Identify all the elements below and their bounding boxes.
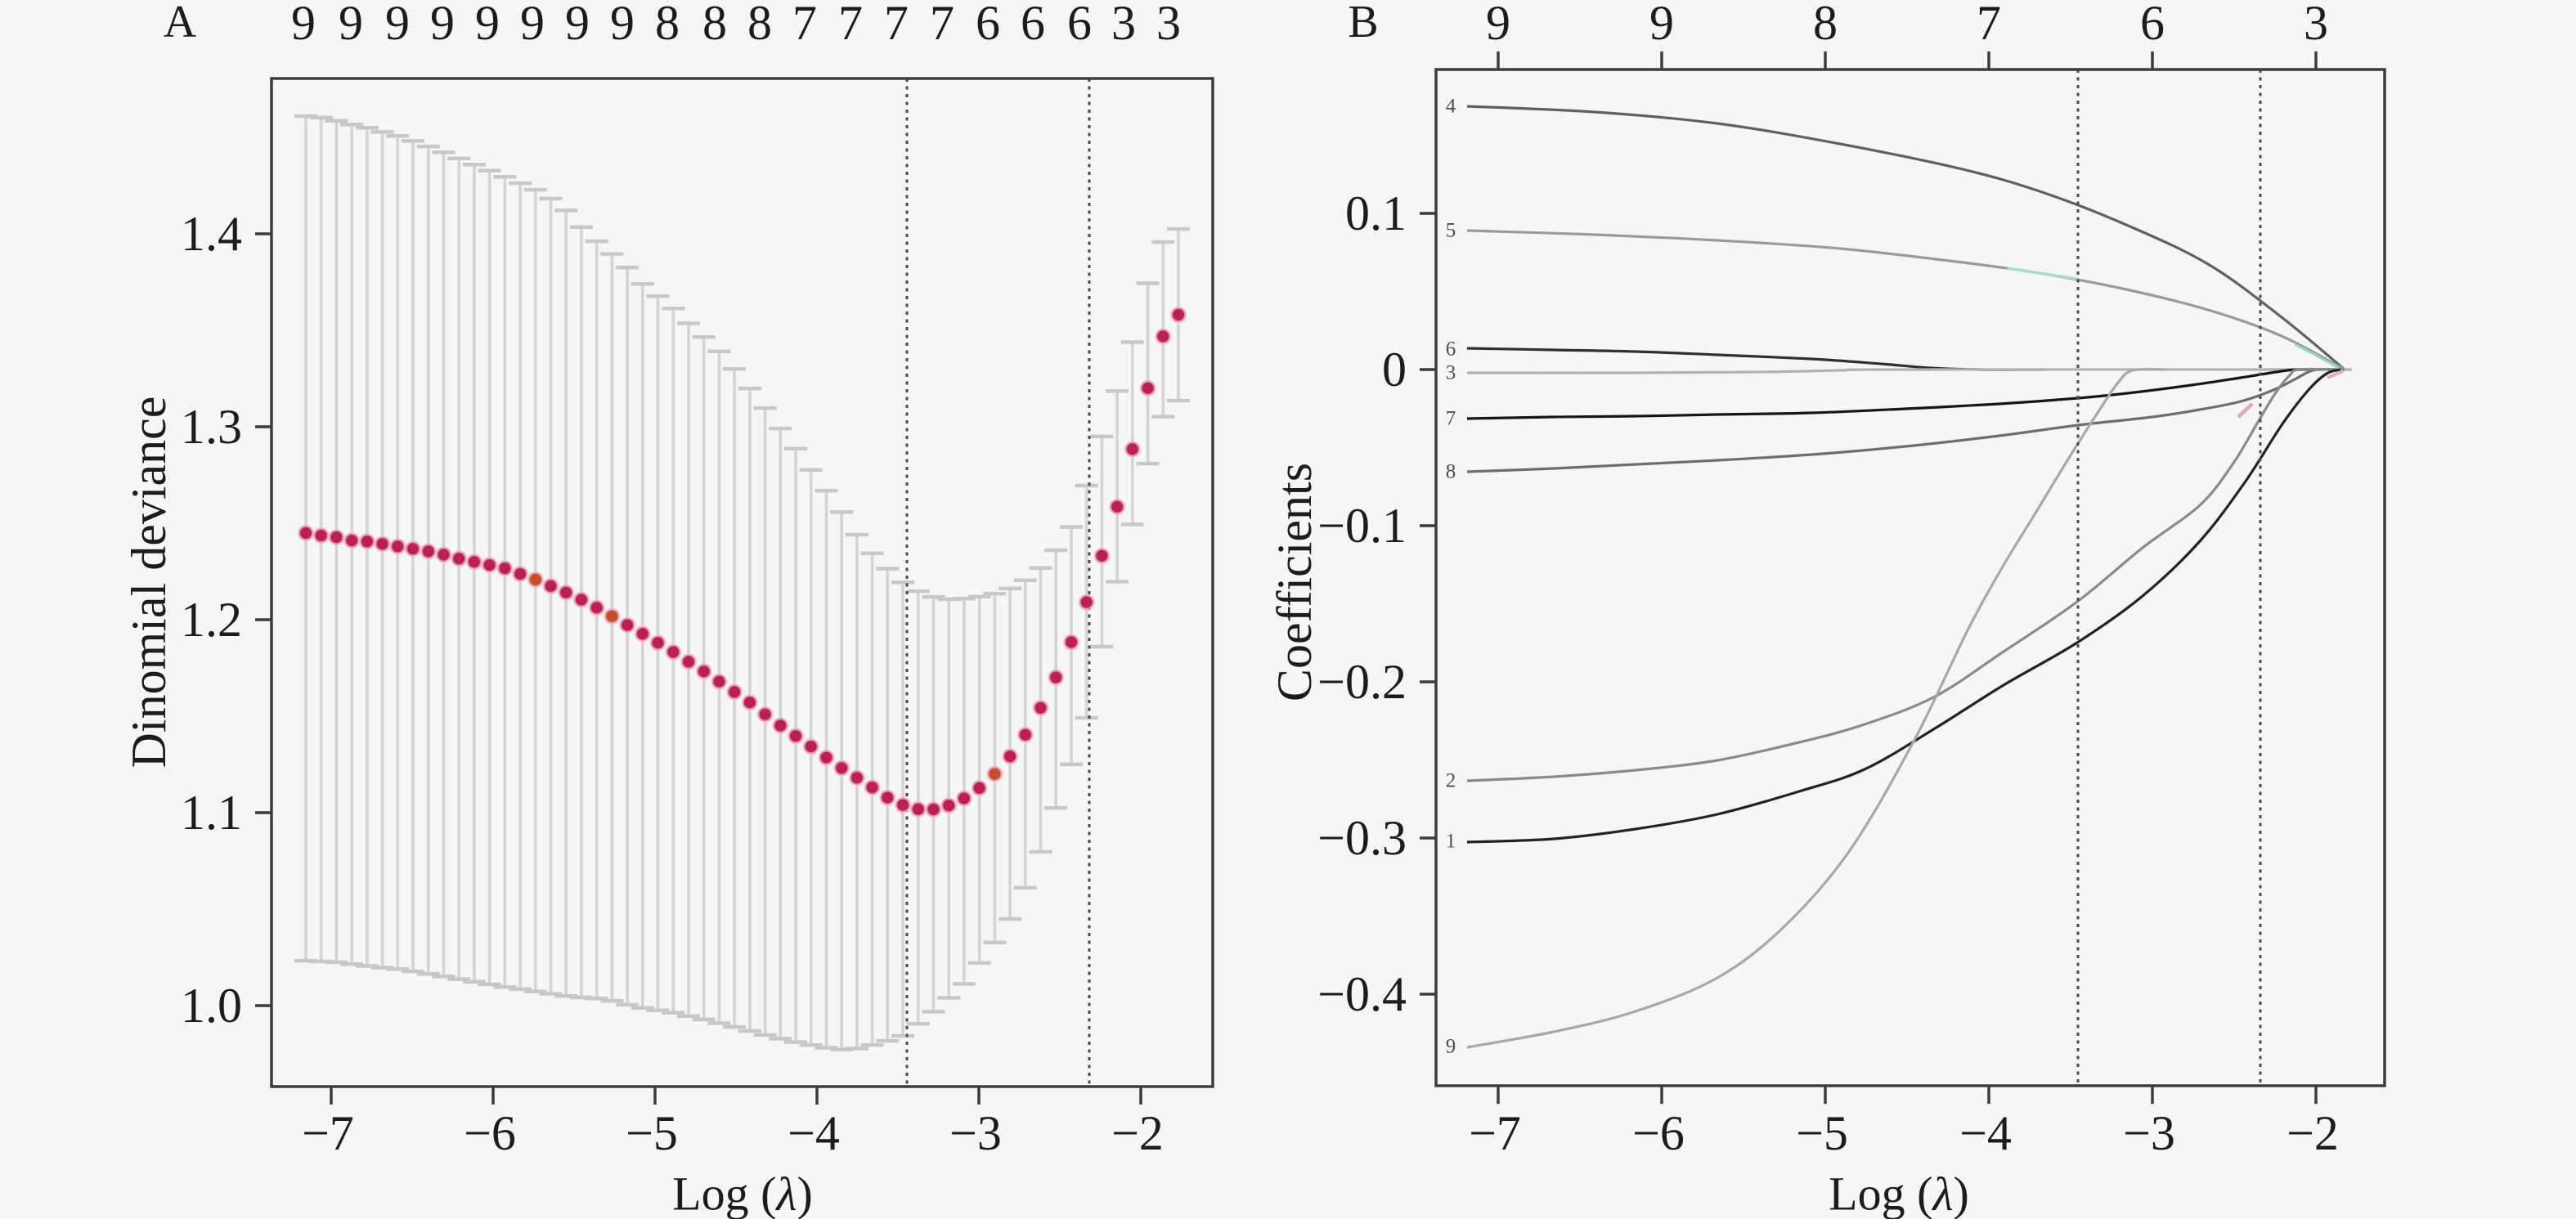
svg-text:2: 2 xyxy=(1446,770,1456,792)
svg-text:3: 3 xyxy=(1111,0,1136,50)
svg-text:8: 8 xyxy=(747,0,772,50)
svg-text:9: 9 xyxy=(520,0,545,50)
svg-text:6: 6 xyxy=(1067,0,1092,50)
svg-text:−4: −4 xyxy=(788,1106,840,1160)
svg-text:−2: −2 xyxy=(1111,1106,1164,1160)
svg-text:9: 9 xyxy=(291,0,316,50)
svg-text:8: 8 xyxy=(1813,0,1838,50)
svg-text:−5: −5 xyxy=(626,1106,678,1160)
svg-text:3: 3 xyxy=(1156,0,1181,50)
svg-text:6: 6 xyxy=(1021,0,1045,50)
svg-text:7: 7 xyxy=(838,0,863,50)
svg-text:Log (λ): Log (λ) xyxy=(672,1167,813,1219)
svg-text:−0.4: −0.4 xyxy=(1317,967,1407,1021)
svg-text:9: 9 xyxy=(610,0,635,50)
svg-text:6: 6 xyxy=(976,0,1000,50)
svg-text:Log (λ): Log (λ) xyxy=(1829,1167,1969,1219)
svg-text:−4: −4 xyxy=(1959,1106,2012,1160)
svg-text:6: 6 xyxy=(1446,338,1456,361)
svg-text:−3: −3 xyxy=(949,1106,1002,1160)
svg-text:−0.1: −0.1 xyxy=(1317,499,1407,553)
svg-text:7: 7 xyxy=(792,0,817,50)
svg-text:−6: −6 xyxy=(464,1106,516,1160)
svg-text:3: 3 xyxy=(2304,0,2328,50)
svg-text:8: 8 xyxy=(1446,461,1456,483)
svg-text:9: 9 xyxy=(1446,1036,1456,1058)
svg-text:9: 9 xyxy=(385,0,410,50)
svg-text:8: 8 xyxy=(702,0,727,50)
svg-text:−6: −6 xyxy=(1632,1106,1685,1160)
svg-text:9: 9 xyxy=(430,0,455,50)
svg-text:1.0: 1.0 xyxy=(181,979,242,1033)
svg-text:5: 5 xyxy=(1446,220,1456,242)
svg-text:4: 4 xyxy=(1446,96,1456,118)
svg-text:B: B xyxy=(1348,0,1378,47)
svg-text:6: 6 xyxy=(2140,0,2165,50)
svg-text:9: 9 xyxy=(1486,0,1510,50)
svg-text:7: 7 xyxy=(884,0,909,50)
svg-text:9: 9 xyxy=(339,0,363,50)
svg-text:9: 9 xyxy=(475,0,500,50)
svg-text:3: 3 xyxy=(1446,362,1456,384)
svg-text:0: 0 xyxy=(1382,343,1407,397)
svg-text:−0.3: −0.3 xyxy=(1317,811,1407,865)
svg-text:−7: −7 xyxy=(1469,1106,1521,1160)
svg-text:1.3: 1.3 xyxy=(181,400,242,454)
svg-text:9: 9 xyxy=(565,0,590,50)
svg-text:0.1: 0.1 xyxy=(1345,186,1407,240)
svg-text:Dinomial deviance: Dinomial deviance xyxy=(122,397,176,769)
svg-text:7: 7 xyxy=(1446,408,1456,430)
svg-text:−3: −3 xyxy=(2123,1106,2175,1160)
svg-text:7: 7 xyxy=(930,0,954,50)
svg-text:9: 9 xyxy=(1649,0,1674,50)
svg-text:1: 1 xyxy=(1446,831,1456,853)
svg-text:−5: −5 xyxy=(1796,1106,1848,1160)
svg-text:−7: −7 xyxy=(302,1106,354,1160)
svg-text:1.2: 1.2 xyxy=(181,593,242,647)
svg-text:Coefficients: Coefficients xyxy=(1268,463,1322,701)
svg-text:7: 7 xyxy=(1977,0,2001,50)
svg-text:−2: −2 xyxy=(2287,1106,2339,1160)
svg-text:A: A xyxy=(164,0,197,47)
svg-text:1.1: 1.1 xyxy=(181,786,242,840)
svg-text:−0.2: −0.2 xyxy=(1317,655,1407,709)
svg-text:1.4: 1.4 xyxy=(181,207,242,261)
svg-text:8: 8 xyxy=(655,0,680,50)
